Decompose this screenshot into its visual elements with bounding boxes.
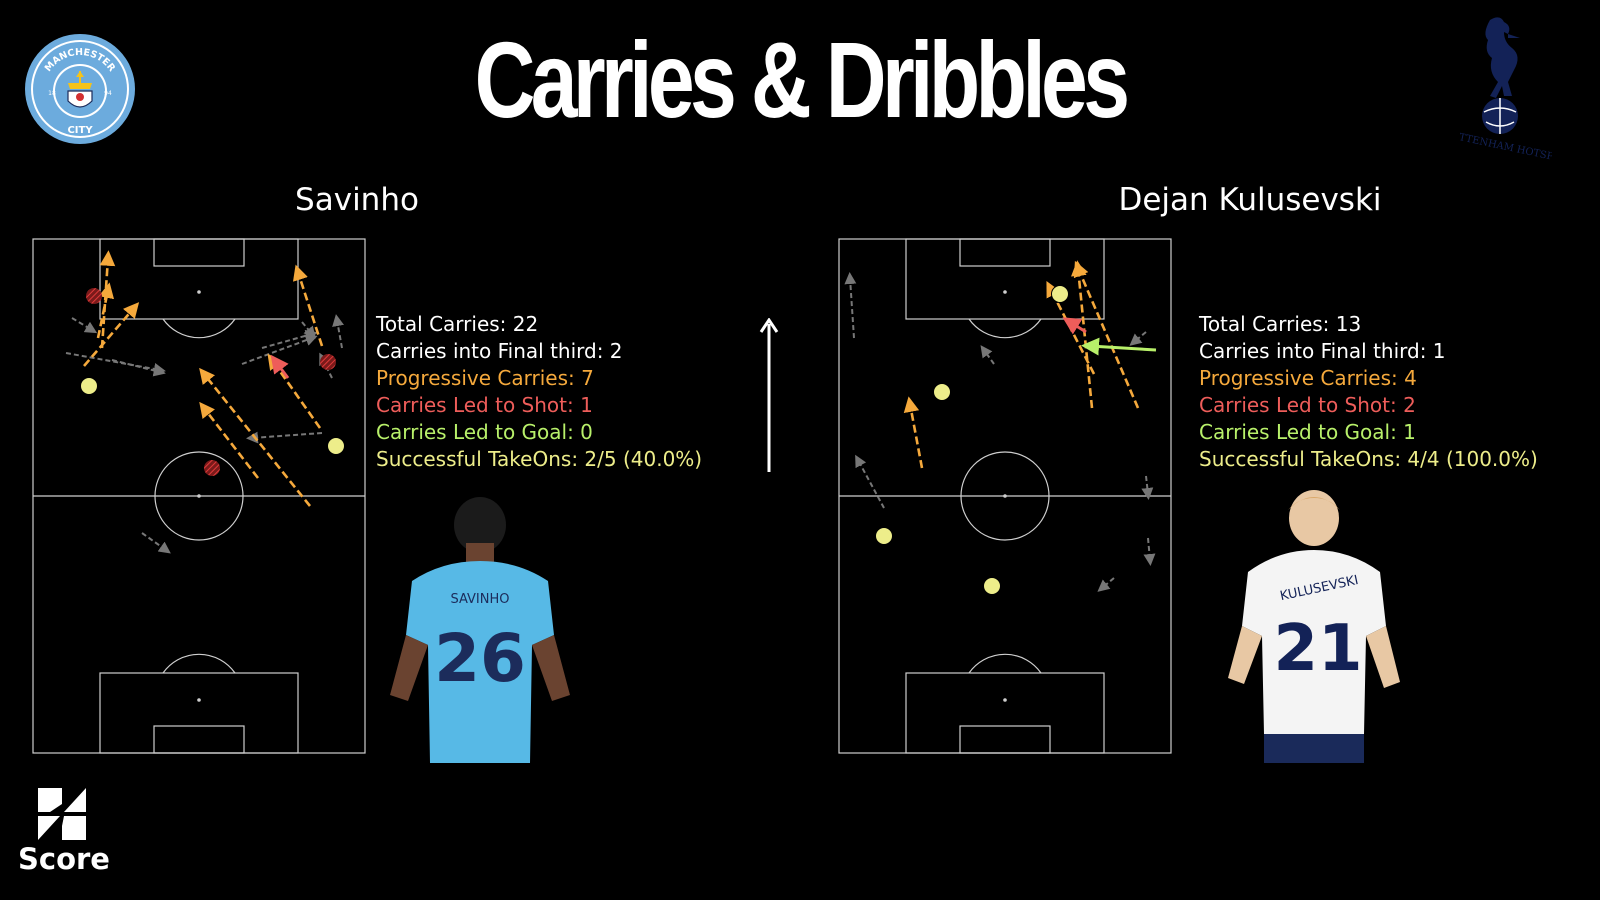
carries-regular <box>65 314 344 554</box>
stat-progressive: Progressive Carries: 4 <box>1199 366 1417 390</box>
stat-final-third: Carries into Final third: 2 <box>376 339 623 363</box>
pitch-left <box>32 238 366 754</box>
player-photo-right: KULUSEVSKI 21 <box>1228 490 1400 763</box>
carry-led-to-shot <box>270 354 290 379</box>
player-name-left: Savinho <box>295 182 419 218</box>
city-crest-bottom-text: CITY <box>67 125 93 136</box>
stats-left: Total Carries: 22 Carries into Final thi… <box>376 311 702 473</box>
score-logo-icon <box>38 788 86 840</box>
stat-takeons: Successful TakeOns: 2/5 (40.0%) <box>376 447 703 471</box>
manchester-city-crest-icon: MANCHESTER 18 94 CITY <box>25 34 135 144</box>
stat-led-to-goal: Carries Led to Goal: 0 <box>376 420 593 444</box>
arrow-up-icon <box>759 318 779 472</box>
city-crest-year-right: 94 <box>104 90 112 97</box>
stat-progressive: Progressive Carries: 7 <box>376 366 594 390</box>
carries-regular <box>844 272 1156 592</box>
stats-right: Total Carries: 13 Carries into Final thi… <box>1199 311 1538 473</box>
takeons-failed <box>86 288 336 476</box>
page-title: Carries & Dribbles <box>474 19 1130 140</box>
stat-final-third: Carries into Final third: 1 <box>1199 339 1446 363</box>
shirt-name-left: SAVINHO <box>450 592 509 607</box>
shirt-number-right: 21 <box>1273 612 1362 686</box>
stat-takeons: Successful TakeOns: 4/4 (100.0%) <box>1199 447 1538 471</box>
player-name-right: Dejan Kulusevski <box>1118 182 1382 218</box>
spurs-crest-text: TOTTENHAM HOTSPUR <box>1460 129 1552 164</box>
stat-led-to-goal: Carries Led to Goal: 1 <box>1199 420 1416 444</box>
carry-led-to-goal <box>1081 337 1157 356</box>
pitch-right <box>838 238 1172 754</box>
stat-total-carries: Total Carries: 13 <box>1199 312 1362 336</box>
stat-led-to-shot: Carries Led to Shot: 2 <box>1199 393 1416 417</box>
player-photo-left: SAVINHO 26 <box>390 497 570 763</box>
score-brand-text: Score <box>18 842 110 876</box>
takeons-successful <box>875 285 1069 595</box>
shirt-number-left: 26 <box>434 620 526 697</box>
carry-led-to-shot <box>1062 317 1087 335</box>
stat-total-carries: Total Carries: 22 <box>376 312 539 336</box>
city-crest-year-left: 18 <box>48 90 56 97</box>
carries-progressive <box>83 250 324 507</box>
tottenham-hotspur-crest-icon: TOTTENHAM HOTSPUR <box>1460 17 1552 164</box>
stat-led-to-shot: Carries Led to Shot: 1 <box>376 393 593 417</box>
takeons-successful <box>80 377 345 455</box>
